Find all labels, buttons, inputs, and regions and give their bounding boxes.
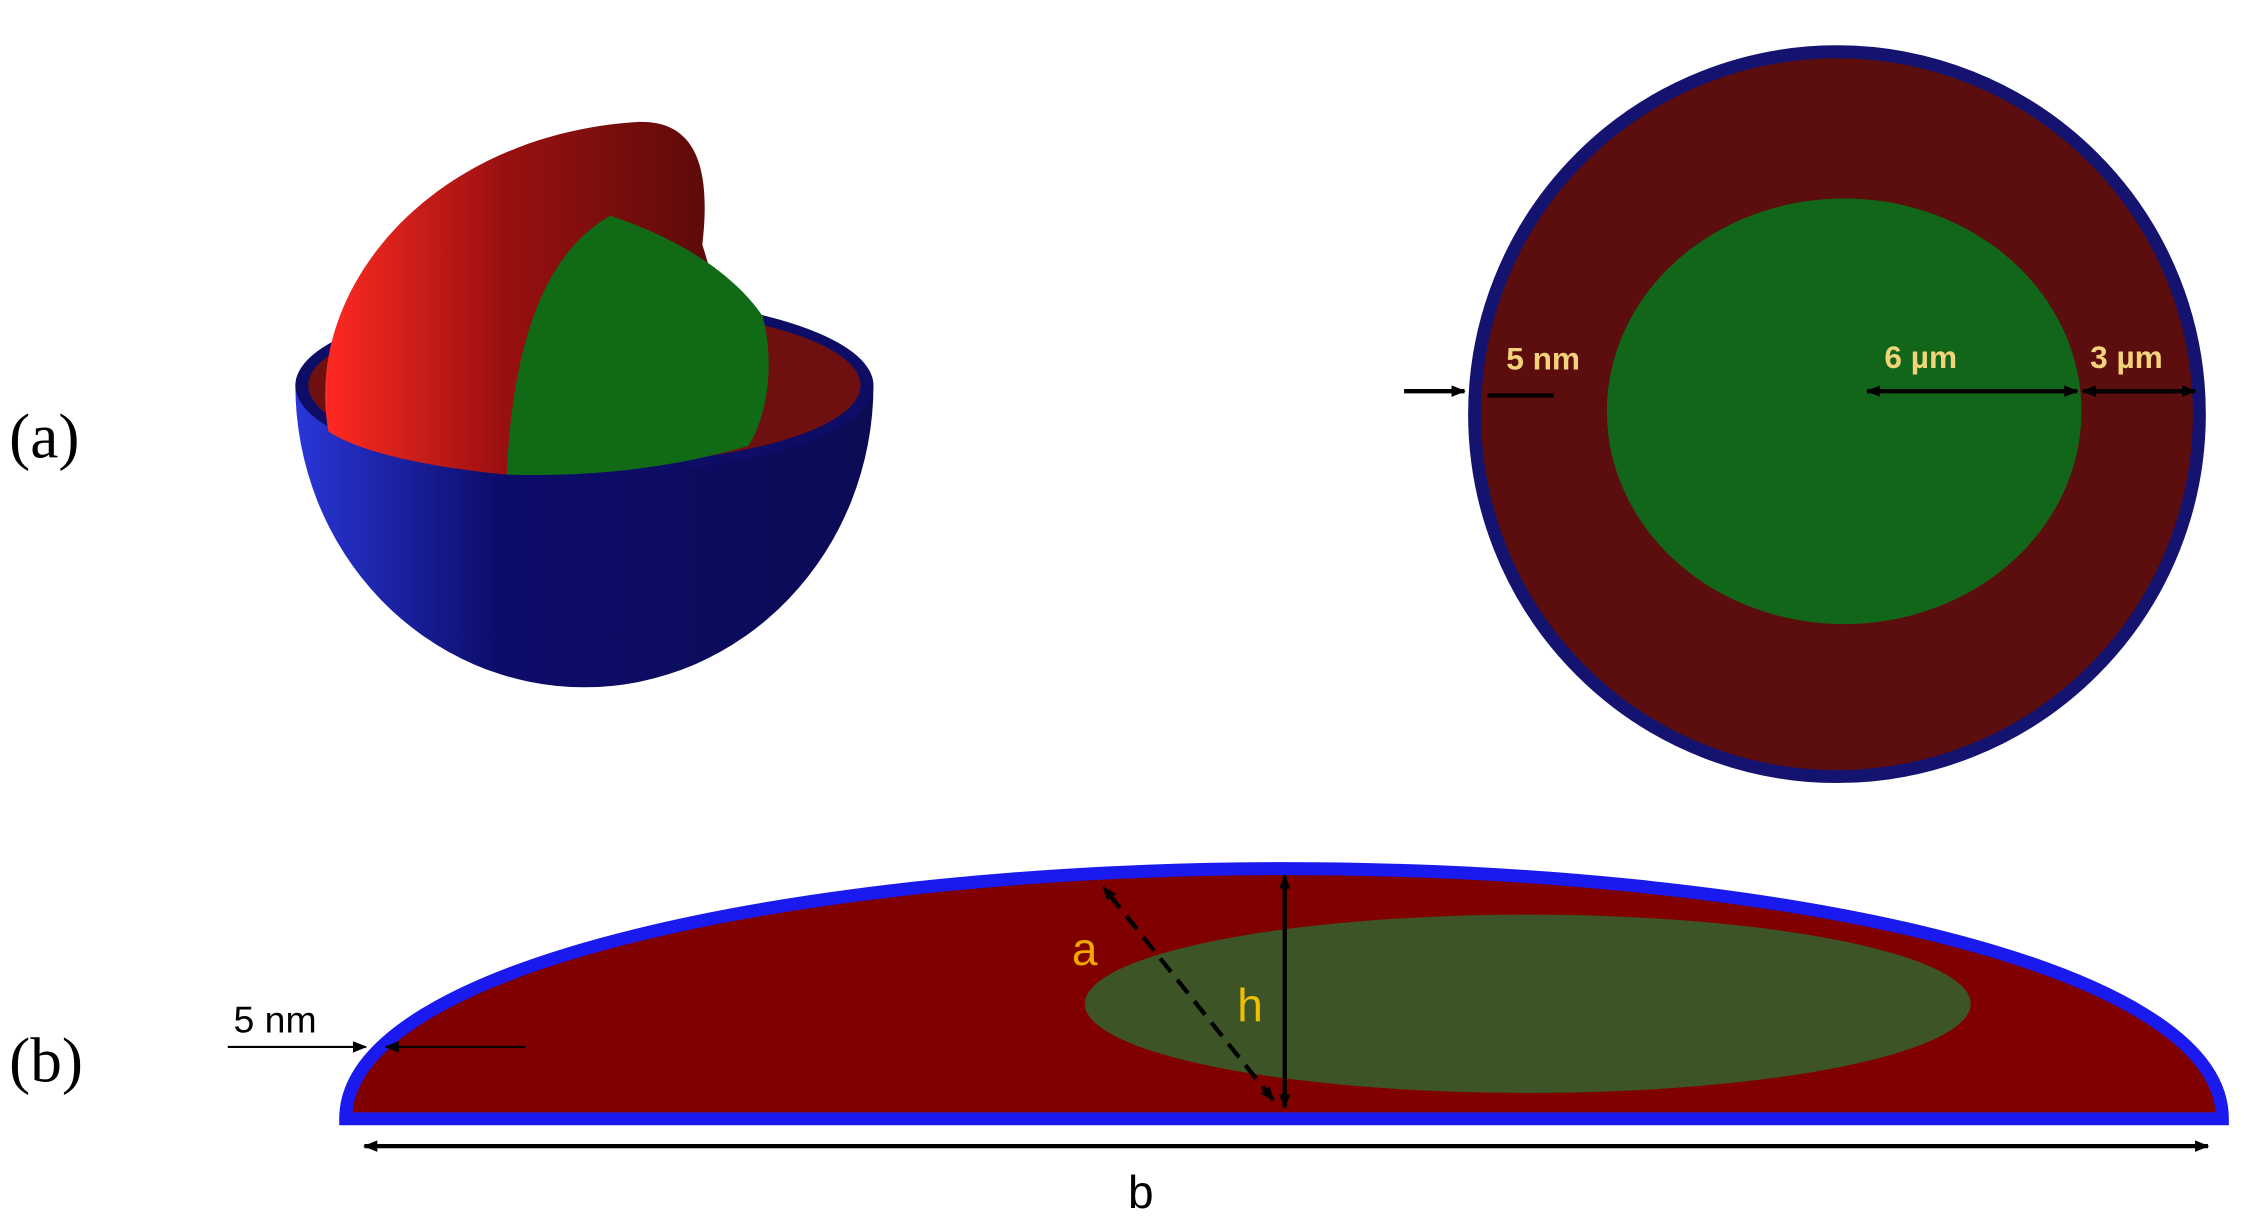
annotation: 6 µm [1884,339,1957,375]
panel-label: (b) [9,1025,83,1095]
annotation: 3 µm [2090,339,2163,375]
annotation: a [1072,923,1098,975]
annotation: 5 nm [1506,341,1580,377]
cross-section [1404,45,2206,784]
annotation: b [1128,1166,1154,1218]
panel-label: (a) [9,401,79,471]
annotation: 5 nm [234,999,317,1041]
annotation: h [1237,979,1263,1031]
dome-section [227,862,2229,1152]
sphere-3d [295,121,874,688]
